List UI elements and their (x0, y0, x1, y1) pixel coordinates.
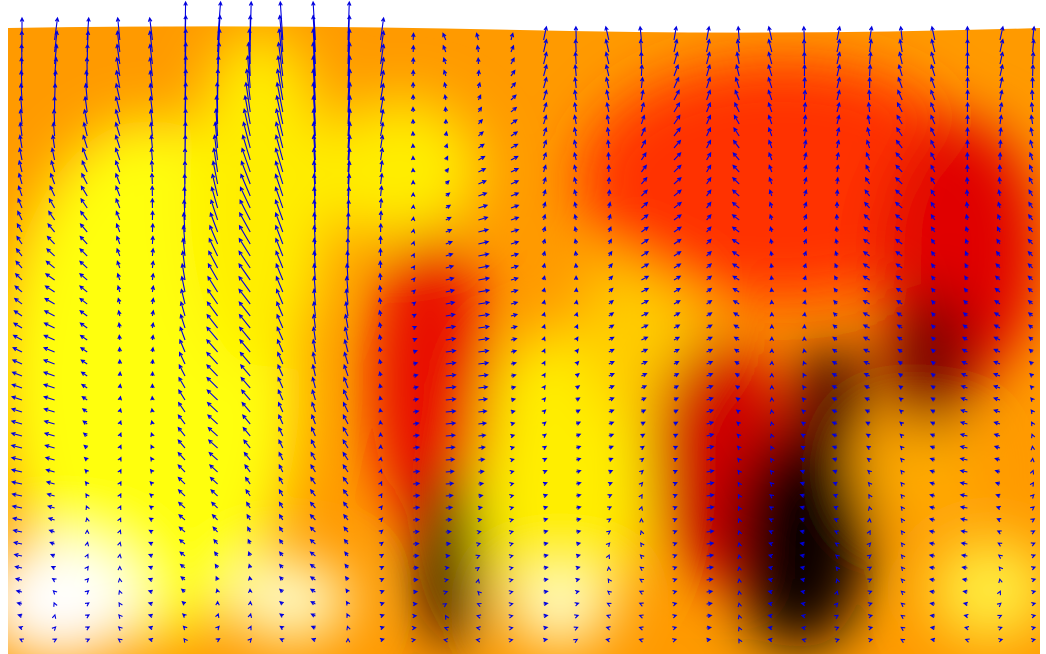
page: (() => { const data = JSON.parse(documen… (0, 0, 1046, 654)
heatmap (0, 0, 1046, 654)
vector-field-plot (0, 0, 1046, 654)
